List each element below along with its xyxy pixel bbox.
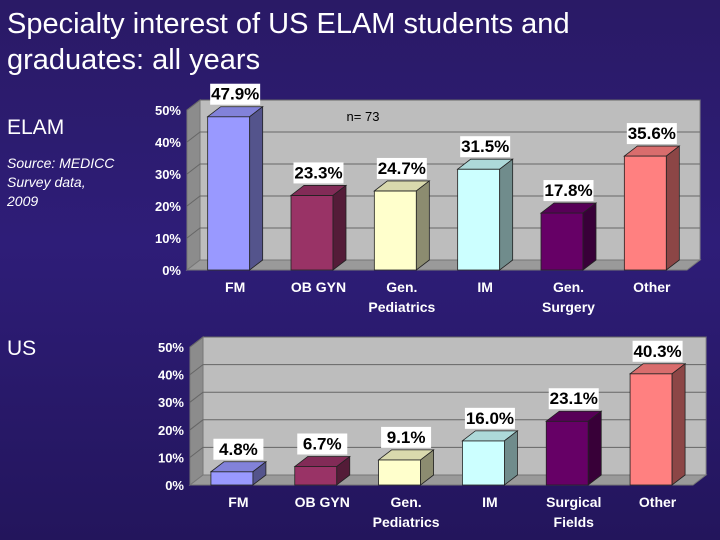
data-label: 35.6%	[628, 124, 676, 143]
x-tick-label: FM	[228, 494, 248, 510]
us-label: US	[7, 337, 37, 360]
y-tick-label: 10%	[155, 231, 181, 246]
bar	[540, 212, 584, 271]
sample-size-note: n= 73	[347, 109, 380, 124]
x-tick-label: Other	[639, 494, 677, 510]
bar	[457, 168, 501, 271]
y-tick-label: 50%	[155, 103, 181, 118]
bar	[290, 195, 334, 271]
gridline	[189, 391, 706, 403]
y-tick-label: 0%	[165, 478, 184, 493]
data-label-box	[460, 136, 511, 158]
bar-side	[332, 184, 347, 271]
bar-side	[665, 145, 680, 271]
bar-side	[587, 410, 602, 486]
gridline	[186, 99, 700, 111]
data-label: 47.9%	[211, 85, 259, 104]
x-tick-label: IM	[477, 279, 493, 295]
data-label-box	[626, 123, 677, 145]
data-label: 16.0%	[466, 409, 514, 428]
bar	[378, 459, 421, 486]
bar-side	[499, 158, 514, 271]
gridline	[186, 195, 700, 207]
y-tick-label: 20%	[155, 199, 181, 214]
data-label: 40.3%	[633, 342, 681, 361]
y-tick-label: 30%	[158, 395, 184, 410]
data-label: 23.1%	[550, 389, 598, 408]
plot-floor	[188, 474, 708, 486]
data-label: 23.3%	[294, 163, 342, 182]
bar	[462, 440, 505, 486]
data-label-box	[376, 157, 427, 179]
x-tick-label: Other	[633, 279, 671, 295]
bar	[545, 420, 589, 486]
bar-side	[252, 460, 267, 486]
gridline	[186, 227, 700, 239]
elam-label: ELAM	[7, 116, 65, 139]
bar-side	[249, 105, 264, 271]
y-tick-label: 0%	[162, 263, 181, 278]
x-tick-label: FM	[225, 279, 245, 295]
x-tick-label: Gen.	[386, 279, 417, 295]
data-label-box	[213, 438, 264, 460]
data-label: 4.8%	[219, 440, 258, 459]
x-tick-label: Gen.	[391, 494, 422, 510]
data-label: 6.7%	[303, 435, 342, 454]
data-label-box	[543, 180, 594, 202]
bar	[629, 373, 673, 486]
x-tick-label: IM	[482, 494, 498, 510]
y-tick-label: 10%	[158, 450, 184, 465]
plot-side-wall	[189, 335, 204, 487]
bar	[210, 471, 254, 486]
y-tick-label: 20%	[158, 423, 184, 438]
gridline	[189, 419, 706, 431]
title-line-2: graduates: all years	[7, 44, 261, 76]
data-label-box	[464, 407, 515, 429]
bar-side	[582, 202, 597, 271]
x-tick-label: Pediatrics	[373, 514, 440, 530]
x-tick-label: OB GYN	[291, 279, 346, 295]
gridline	[186, 163, 700, 175]
x-tick-label: Gen.	[553, 279, 584, 295]
bar-side	[504, 430, 518, 486]
data-label-box	[381, 426, 432, 448]
gridline	[189, 446, 706, 458]
data-label-box	[548, 388, 599, 410]
bar	[294, 466, 338, 486]
title-line-1: Specialty interest of US ELAM students a…	[7, 8, 570, 40]
data-label-box	[293, 162, 344, 184]
x-tick-label: OB GYN	[295, 494, 350, 510]
y-tick-label: 30%	[155, 167, 181, 182]
data-label: 31.5%	[461, 137, 509, 156]
data-label-box	[210, 83, 261, 105]
x-tick-label: Surgical	[546, 494, 601, 510]
data-label-box	[297, 433, 348, 455]
x-tick-label: Pediatrics	[368, 299, 435, 315]
gridline	[189, 364, 706, 375]
bar-side	[671, 362, 686, 486]
data-label: 17.8%	[544, 181, 592, 200]
bar-side	[336, 455, 351, 486]
page-title: Specialty interest of US ELAM students a…	[7, 6, 707, 78]
data-label: 9.1%	[387, 428, 426, 447]
gridline	[186, 131, 700, 143]
data-label-box	[632, 340, 683, 362]
y-tick-label: 40%	[158, 368, 184, 383]
bar-side	[420, 449, 434, 486]
bar	[623, 155, 667, 271]
y-tick-label: 40%	[155, 135, 181, 150]
bar-side	[415, 180, 430, 271]
data-label: 24.7%	[378, 159, 426, 178]
y-tick-label: 50%	[158, 340, 184, 355]
source-note: Source: MEDICC Survey data, 2009	[7, 155, 115, 209]
x-tick-label: Fields	[554, 514, 595, 530]
gridline	[189, 336, 706, 348]
x-tick-label: Surgery	[542, 299, 595, 315]
